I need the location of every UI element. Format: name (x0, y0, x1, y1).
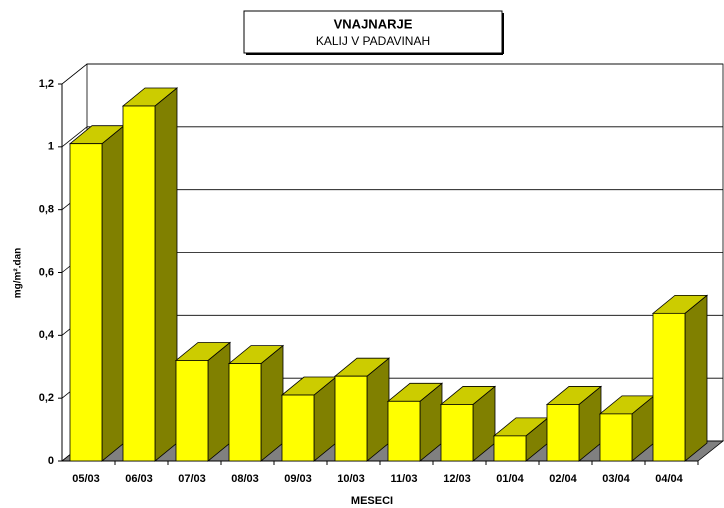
y-tick-label: 0,4 (39, 329, 55, 341)
x-tick-label: 02/04 (549, 473, 577, 485)
chart-title: VNAJNARJE (334, 16, 413, 31)
bar-side (684, 294, 708, 462)
chart-subtitle: KALIJ V PADAVINAH (316, 34, 430, 48)
y-tick-label: 1,2 (39, 78, 54, 90)
grid-line (61, 126, 88, 148)
y-tick-label: 0,6 (39, 266, 54, 278)
bar (546, 404, 580, 462)
x-tick-label: 06/03 (125, 473, 153, 485)
x-tick-label: 04/04 (655, 473, 683, 485)
x-tick-label: 11/03 (391, 473, 418, 485)
bar-side (101, 124, 125, 462)
bar (69, 143, 103, 462)
x-tick-label: 12/03 (443, 473, 471, 485)
bar-side (207, 341, 231, 462)
bar (334, 375, 368, 462)
bar (281, 394, 315, 462)
x-tick-label: 07/03 (178, 473, 206, 485)
y-tick-label: 0,2 (39, 392, 54, 404)
x-tick-label: 09/03 (284, 473, 312, 485)
bar-side (154, 87, 178, 462)
grid-line (61, 63, 88, 85)
x-tick-label: 01/04 (496, 473, 524, 485)
bar (652, 312, 686, 462)
x-tick-label: 05/03 (72, 473, 100, 485)
bar (387, 400, 421, 462)
y-tick-label: 0 (48, 455, 54, 467)
x-tick-label: 03/04 (602, 473, 630, 485)
bar (228, 363, 262, 462)
title-box (243, 10, 503, 54)
bar (440, 404, 474, 462)
y-tick-label: 1 (48, 141, 54, 153)
y-tick-label: 0,8 (39, 204, 54, 216)
x-axis-label: MESECI (351, 495, 393, 507)
x-tick-label: 10/03 (337, 473, 365, 485)
y-axis-label: mg/m².dan (13, 248, 24, 299)
bar-side (260, 344, 284, 462)
bar (175, 360, 209, 462)
bar (599, 413, 633, 462)
bar (493, 435, 527, 462)
bar (122, 105, 156, 462)
x-tick-label: 08/03 (231, 473, 259, 485)
